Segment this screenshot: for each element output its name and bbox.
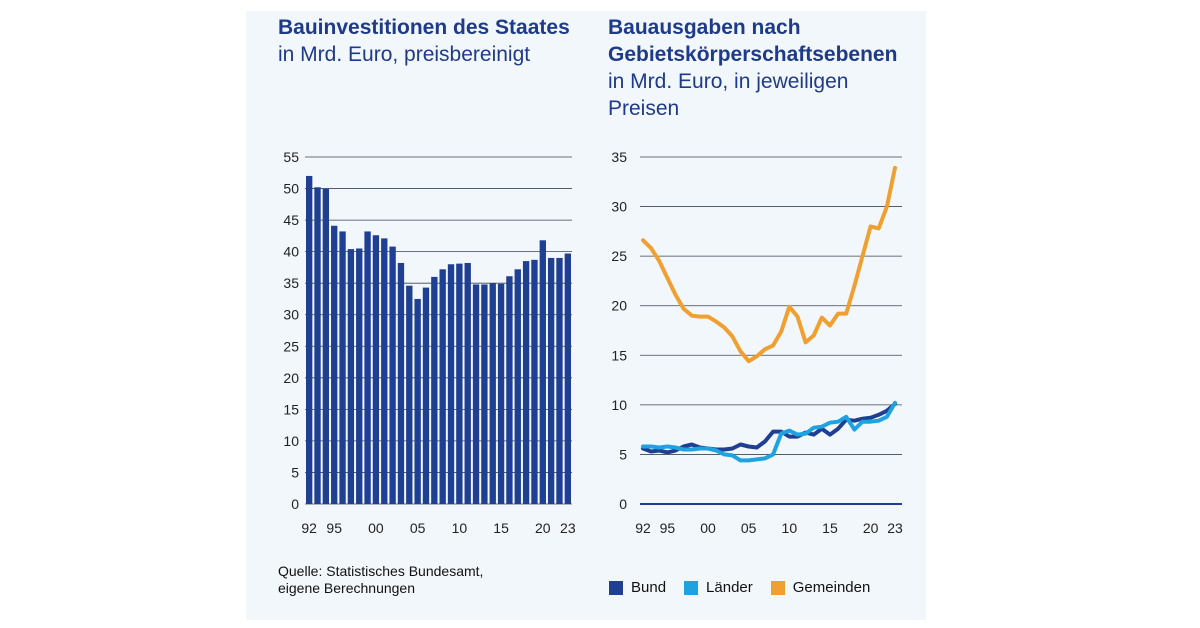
legend-item-laender: Länder bbox=[684, 579, 753, 596]
bar-x-tick-label: 20 bbox=[535, 520, 551, 536]
bar-y-tick-label: 30 bbox=[283, 307, 299, 323]
bar-y-tick-label: 55 bbox=[283, 149, 299, 165]
bar-1994 bbox=[322, 188, 330, 504]
bar-y-tick-label: 25 bbox=[283, 338, 299, 354]
bar-1993 bbox=[314, 187, 321, 504]
bar-2009 bbox=[447, 264, 455, 504]
line-x-tick-label: 15 bbox=[822, 520, 838, 536]
bar-x-tick-label: 92 bbox=[301, 520, 317, 536]
left-chart-title: Bauinvestitionen des Staates in Mrd. Eur… bbox=[278, 14, 578, 68]
bar-2017 bbox=[514, 269, 521, 504]
bar-y-tick-label: 45 bbox=[283, 212, 299, 228]
line-y-tick-label: 35 bbox=[611, 149, 627, 165]
bar-2007 bbox=[431, 276, 438, 504]
line-y-tick-label: 25 bbox=[611, 248, 627, 264]
bar-2015 bbox=[497, 283, 505, 504]
line-x-tick-label: 23 bbox=[887, 520, 903, 536]
line-y-tick-label: 30 bbox=[611, 199, 627, 215]
line-y-tick-label: 20 bbox=[611, 298, 627, 314]
series-line-laender bbox=[641, 400, 897, 463]
bar-y-tick-label: 20 bbox=[283, 370, 299, 386]
bar-x-tick-label: 23 bbox=[560, 520, 576, 536]
legend-swatch-gemeinden bbox=[770, 580, 785, 595]
bar-2004 bbox=[406, 285, 413, 504]
bar-2021 bbox=[547, 257, 555, 504]
bar-x-tick-label: 00 bbox=[368, 520, 384, 536]
bar-2000 bbox=[372, 235, 380, 504]
right-title-bold: Bauausgaben nach Gebietskörperschafts­eb… bbox=[608, 16, 898, 66]
source-line-2: eigene Berechnungen bbox=[278, 580, 416, 596]
bar-y-tick-label: 35 bbox=[283, 275, 299, 291]
line-x-tick-label: 20 bbox=[863, 520, 879, 536]
bar-2019 bbox=[531, 259, 538, 504]
left-title-bold: Bauinvestitionen des Staates bbox=[278, 16, 570, 39]
legend-item-bund: Bund bbox=[609, 579, 666, 596]
bar-2014 bbox=[489, 283, 496, 504]
right-title-rest: in Mrd. Euro, in jeweiligen Preisen bbox=[608, 70, 849, 120]
bar-1998 bbox=[356, 248, 363, 504]
bar-2012 bbox=[472, 284, 480, 504]
bar-2011 bbox=[464, 262, 471, 504]
line-x-tick-label: 95 bbox=[660, 520, 676, 536]
bar-x-tick-label: 95 bbox=[326, 520, 342, 536]
source-note: Quelle: Statistisches Bundesamt, eigene … bbox=[278, 563, 578, 597]
legend-swatch-bund bbox=[609, 580, 623, 595]
bar-y-tick-label: 40 bbox=[283, 244, 299, 260]
bar-1992 bbox=[306, 175, 313, 504]
bar-2001 bbox=[381, 238, 388, 504]
bar-2013 bbox=[481, 284, 488, 504]
bar-2003 bbox=[397, 262, 405, 504]
legend-label-gemeinden: Gemeinden bbox=[792, 579, 871, 596]
series-line-gemeinden bbox=[641, 165, 897, 364]
legend-label-bund: Bund bbox=[631, 579, 667, 596]
bar-x-tick-label: 10 bbox=[452, 520, 468, 536]
line-x-tick-label: 00 bbox=[700, 520, 716, 536]
legend-label-laender: Länder bbox=[706, 579, 753, 596]
bar-2006 bbox=[422, 287, 430, 504]
bar-2010 bbox=[456, 263, 463, 504]
left-title-rest: in Mrd. Euro, preisbereinigt bbox=[278, 43, 531, 66]
bar-y-tick-label: 10 bbox=[283, 433, 299, 449]
line-y-tick-label: 0 bbox=[619, 496, 627, 512]
source-line-1: Quelle: Statistisches Bundesamt, bbox=[278, 563, 484, 579]
bar-1996 bbox=[339, 231, 346, 504]
bar-2002 bbox=[389, 246, 396, 504]
line-y-tick-label: 15 bbox=[611, 347, 627, 363]
bar-x-tick-label: 15 bbox=[493, 520, 509, 536]
bar-2018 bbox=[522, 261, 530, 504]
bar-2020 bbox=[539, 240, 546, 504]
bar-1995 bbox=[331, 225, 338, 504]
line-x-tick-label: 10 bbox=[782, 520, 798, 536]
bar-2016 bbox=[506, 276, 513, 504]
bar-1997 bbox=[347, 249, 355, 504]
bar-x-tick-label: 05 bbox=[410, 520, 426, 536]
line-y-tick-label: 10 bbox=[611, 397, 627, 413]
bar-y-tick-label: 50 bbox=[283, 181, 299, 197]
line-x-tick-label: 92 bbox=[635, 520, 651, 536]
bar-y-tick-label: 15 bbox=[283, 401, 299, 417]
bar-2005 bbox=[414, 298, 421, 504]
bar-1999 bbox=[364, 231, 371, 504]
legend: Bund Länder Gemeinden bbox=[609, 579, 888, 596]
bar-y-tick-label: 5 bbox=[291, 464, 299, 480]
right-chart-title: Bauausgaben nach Gebietskörperschafts­eb… bbox=[608, 14, 908, 122]
bar-2022 bbox=[556, 257, 563, 504]
legend-swatch-laender bbox=[684, 580, 699, 595]
bar-2008 bbox=[439, 269, 446, 504]
legend-item-gemeinden: Gemeinden bbox=[770, 579, 871, 596]
bar-y-tick-label: 0 bbox=[291, 496, 299, 512]
series-line-bund bbox=[641, 401, 897, 455]
bar-2023 bbox=[564, 253, 571, 504]
line-x-tick-label: 05 bbox=[741, 520, 757, 536]
line-y-tick-label: 5 bbox=[619, 446, 627, 462]
